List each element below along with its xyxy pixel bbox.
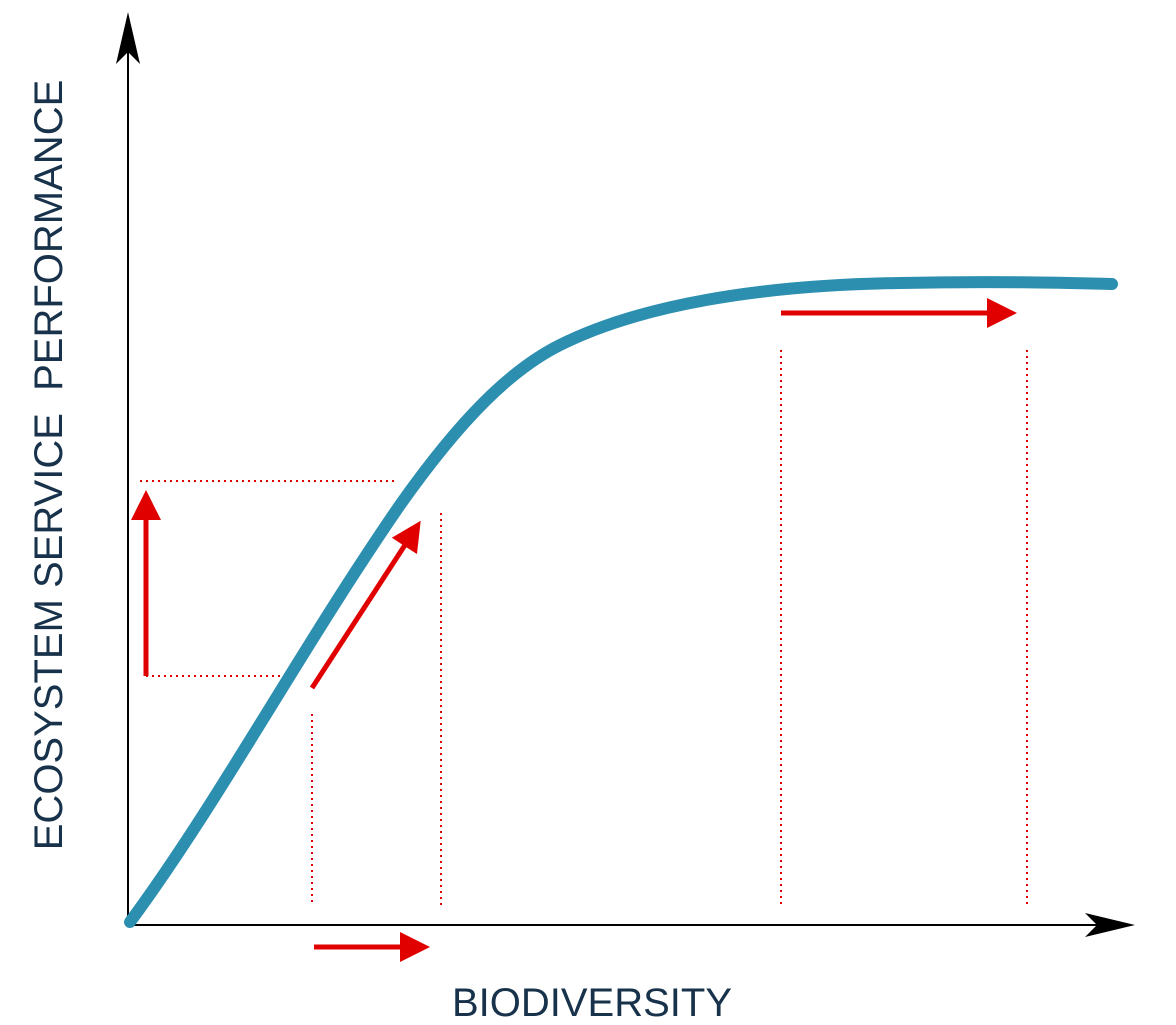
guide-lines (140, 350, 1028, 905)
y-axis-label: ECOSYSTEM SERVICE PERFORMANCE (27, 80, 71, 851)
x-axis-label: BIODIVERSITY (452, 981, 732, 1025)
ecosystem-performance-curve (124, 276, 1118, 928)
x-axis (128, 913, 1135, 937)
arrow-diagonal-along-curve (309, 520, 421, 690)
y-axis (116, 12, 140, 925)
y-axis-arrowhead (116, 12, 140, 64)
red-arrows (131, 298, 1017, 962)
x-axis-arrowhead (1085, 913, 1135, 937)
